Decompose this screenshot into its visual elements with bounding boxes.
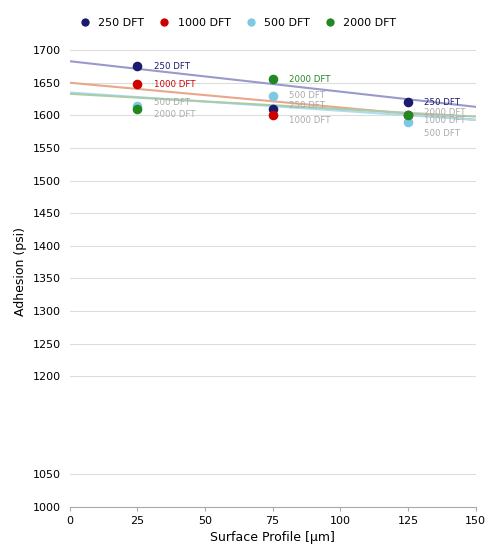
Point [404,117,412,126]
Legend: 250 DFT, 1000 DFT, 500 DFT, 2000 DFT: 250 DFT, 1000 DFT, 500 DFT, 2000 DFT [70,13,400,32]
Point [404,98,412,107]
Y-axis label: Adhesion (psi): Adhesion (psi) [14,227,27,316]
X-axis label: Surface Profile [µm]: Surface Profile [µm] [210,531,335,544]
Text: 250 DFT: 250 DFT [424,98,460,107]
Text: 500 DFT: 500 DFT [154,98,190,107]
Point [134,80,141,89]
Text: 500 DFT: 500 DFT [424,129,460,138]
Text: 1000 DFT: 1000 DFT [154,80,195,89]
Text: 2000 DFT: 2000 DFT [154,109,195,118]
Text: 2000 DFT: 2000 DFT [424,108,466,117]
Text: 250 DFT: 250 DFT [154,62,190,71]
Point [134,62,141,71]
Point [134,104,141,113]
Point [268,111,276,120]
Point [268,75,276,84]
Text: 1000 DFT: 1000 DFT [289,116,331,125]
Point [404,111,412,120]
Text: 250 DFT: 250 DFT [289,101,325,110]
Point [268,92,276,100]
Text: 1000 DFT: 1000 DFT [424,116,466,125]
Point [134,101,141,110]
Point [404,111,412,120]
Text: 500 DFT: 500 DFT [289,92,325,100]
Point [268,104,276,113]
Text: 2000 DFT: 2000 DFT [289,75,331,84]
